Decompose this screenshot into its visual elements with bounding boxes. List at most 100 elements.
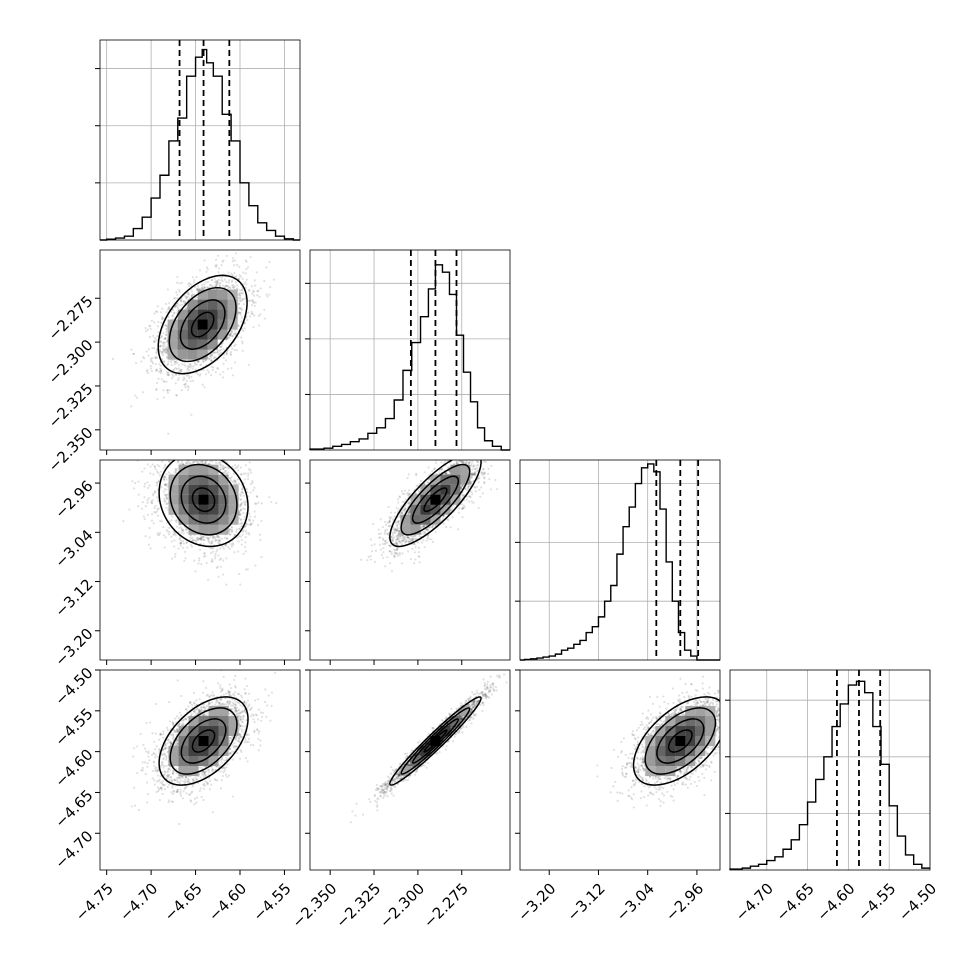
scatter-point <box>205 536 208 539</box>
scatter-point <box>185 296 189 299</box>
scatter-point <box>206 268 209 271</box>
scatter-point <box>214 539 217 542</box>
scatter-point <box>228 533 231 536</box>
density-cell <box>197 349 208 360</box>
scatter-point <box>145 350 148 353</box>
scatter-point <box>156 507 159 511</box>
scatter-point <box>189 462 192 465</box>
scatter-point <box>219 351 223 355</box>
density-cell <box>217 329 228 340</box>
scatter-point <box>173 306 177 309</box>
scatter-point <box>221 453 223 455</box>
scatter-point <box>149 359 153 362</box>
scatter-point <box>192 281 195 284</box>
histogram-panel-2 <box>515 459 721 661</box>
scatter-point <box>244 296 247 300</box>
scatter-point <box>209 535 212 539</box>
scatter-point <box>203 286 206 289</box>
scatter-point <box>248 533 251 536</box>
scatter-point <box>230 525 233 529</box>
scatter-point <box>191 379 195 382</box>
scatter-point <box>161 350 164 353</box>
scatter-point <box>201 538 204 541</box>
scatter-point <box>173 539 176 542</box>
scatter-point <box>244 472 247 475</box>
scatter-point <box>249 469 252 472</box>
scatter-point <box>244 259 247 262</box>
scatter-point <box>200 286 203 290</box>
scatter-point <box>199 538 202 541</box>
scatter-point <box>161 317 164 321</box>
scatter-point <box>155 355 158 358</box>
scatter-point <box>247 455 249 457</box>
scatter-point <box>251 479 254 483</box>
scatter-point <box>196 536 199 539</box>
scatter-point <box>254 284 257 287</box>
scatter-point <box>148 335 152 339</box>
scatter-point <box>182 376 185 379</box>
scatter-point <box>167 362 170 365</box>
scatter-point <box>197 360 200 363</box>
scatter-point <box>196 538 200 541</box>
scatter-point <box>195 363 198 366</box>
scatter-point <box>218 284 222 287</box>
scatter-point <box>199 458 201 460</box>
scatter-point <box>215 265 218 268</box>
scatter-point <box>253 304 256 308</box>
scatter-point <box>171 308 175 312</box>
scatter-point <box>241 533 244 536</box>
scatter-point <box>218 353 221 356</box>
scatter-point <box>186 292 190 295</box>
scatter-point <box>240 525 243 528</box>
scatter-point <box>225 284 229 287</box>
scatter-point <box>219 345 222 348</box>
scatter-point <box>248 289 251 292</box>
scatter-point <box>222 284 225 287</box>
scatter-point <box>244 503 247 507</box>
scatter-point <box>156 357 159 360</box>
density-cell <box>207 339 218 350</box>
scatter-point <box>164 302 167 306</box>
scatter-point <box>164 351 167 354</box>
scatter-point <box>240 498 243 501</box>
scatter-point <box>231 465 234 468</box>
scatter-point <box>133 352 136 356</box>
scatter-point <box>247 363 250 366</box>
scatter-point <box>217 575 220 578</box>
scatter-point <box>246 266 250 269</box>
scatter-point <box>165 529 168 532</box>
scatter-point <box>171 457 173 459</box>
scatter-point <box>159 519 162 523</box>
scatter-point <box>162 349 166 352</box>
scatter-point <box>159 311 162 314</box>
scatter-point <box>176 460 180 462</box>
scatter-point <box>228 530 231 533</box>
scatter-point <box>159 369 162 372</box>
scatter-point <box>176 378 180 382</box>
scatter-point <box>180 388 183 392</box>
scatter-point <box>240 501 243 505</box>
scatter-point <box>222 547 225 550</box>
scatter-point <box>232 286 235 289</box>
scatter-point <box>164 463 167 466</box>
scatter-point <box>245 278 249 281</box>
scatter-point <box>229 533 232 536</box>
scatter-point <box>163 493 166 496</box>
scatter-point <box>172 375 175 378</box>
scatter-point <box>237 310 240 313</box>
scatter-point <box>152 340 156 343</box>
scatter-point <box>239 300 242 303</box>
scatter-point <box>231 284 234 287</box>
scatter-point <box>254 564 257 567</box>
panel-frame <box>519 459 721 661</box>
scatter-point <box>168 460 171 463</box>
scatter-point <box>154 511 157 514</box>
scatter-point <box>220 453 222 455</box>
scatter-point <box>181 303 184 306</box>
scatter-point <box>227 285 230 288</box>
scatter-point <box>163 454 165 456</box>
scatter-point <box>173 363 176 366</box>
scatter-point <box>175 291 178 294</box>
scatter-point <box>244 286 247 289</box>
scatter-point <box>249 515 252 518</box>
